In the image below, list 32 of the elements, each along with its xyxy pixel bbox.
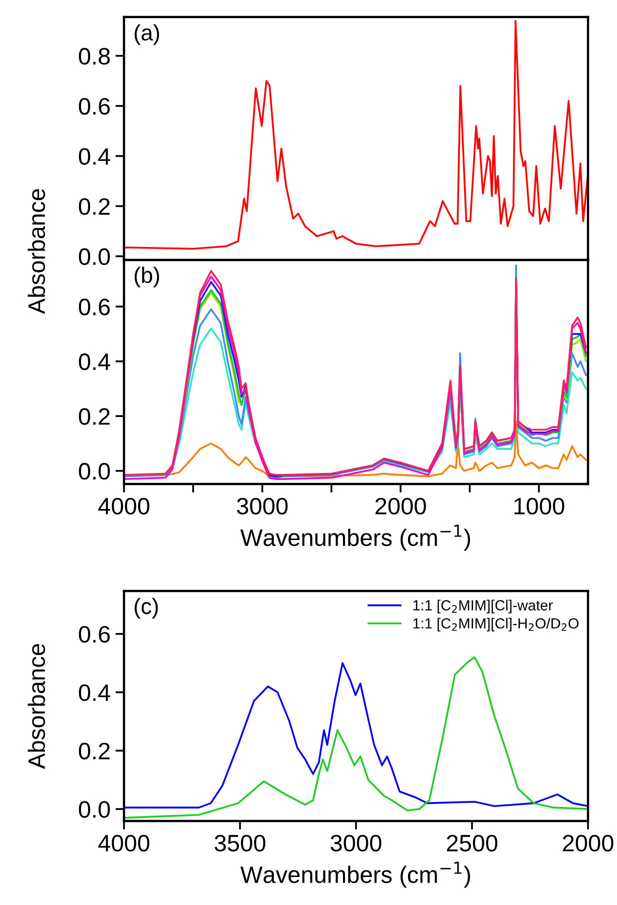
y-tick-label: 0.4 [78, 353, 110, 370]
y-tick-label: 0.6 [78, 626, 110, 643]
y-tick-label: 0.0 [78, 801, 110, 818]
x-tick-label: 3000 [330, 834, 382, 852]
x-tick-label: 3500 [214, 834, 266, 852]
x-tick-label: 4000 [98, 834, 150, 852]
y-tick-label: 0.4 [78, 684, 110, 702]
y-tick-label: 0.6 [78, 298, 110, 316]
legend-label: 1:1 [C$_{2}$MIM][Cl]-H$_{2}$O/D$_{2}$O [413, 618, 579, 632]
y-axis-title: Absorbance [28, 189, 46, 314]
y-tick-label: 0.4 [78, 148, 110, 165]
x-tick-label: 3000 [236, 498, 288, 515]
x-tick-label: 2500 [446, 834, 498, 852]
y-tick-label: 0.2 [78, 198, 110, 215]
line-series [124, 20, 588, 250]
annotation: (a) [134, 24, 160, 45]
x-axis-title: Wavenumbers (cm$^{−1}$) [240, 862, 470, 888]
legend-label: 1:1 [C$_{2}$MIM][Cl]-water [413, 600, 553, 614]
x-tick-label: 1000 [514, 498, 564, 515]
y-tick-label: 0.2 [78, 408, 110, 425]
y-tick-label: 0.0 [78, 248, 110, 266]
x-tick-label: 2000 [376, 498, 426, 515]
x-tick-label: 2000 [562, 834, 614, 852]
annotation: (c) [134, 598, 158, 619]
x-tick-label: 4000 [98, 498, 150, 515]
y-axis-title: Absorbance [28, 644, 46, 769]
y-tick-label: 0.0 [78, 462, 110, 480]
y-tick-label: 0.6 [78, 98, 110, 115]
y-tick-label: 0.2 [78, 742, 110, 760]
y-tick-label: 0.8 [78, 48, 110, 65]
x-axis-title: Wavenumbers (cm$^{−1}$) [240, 524, 470, 551]
annotation: (b) [134, 266, 160, 288]
